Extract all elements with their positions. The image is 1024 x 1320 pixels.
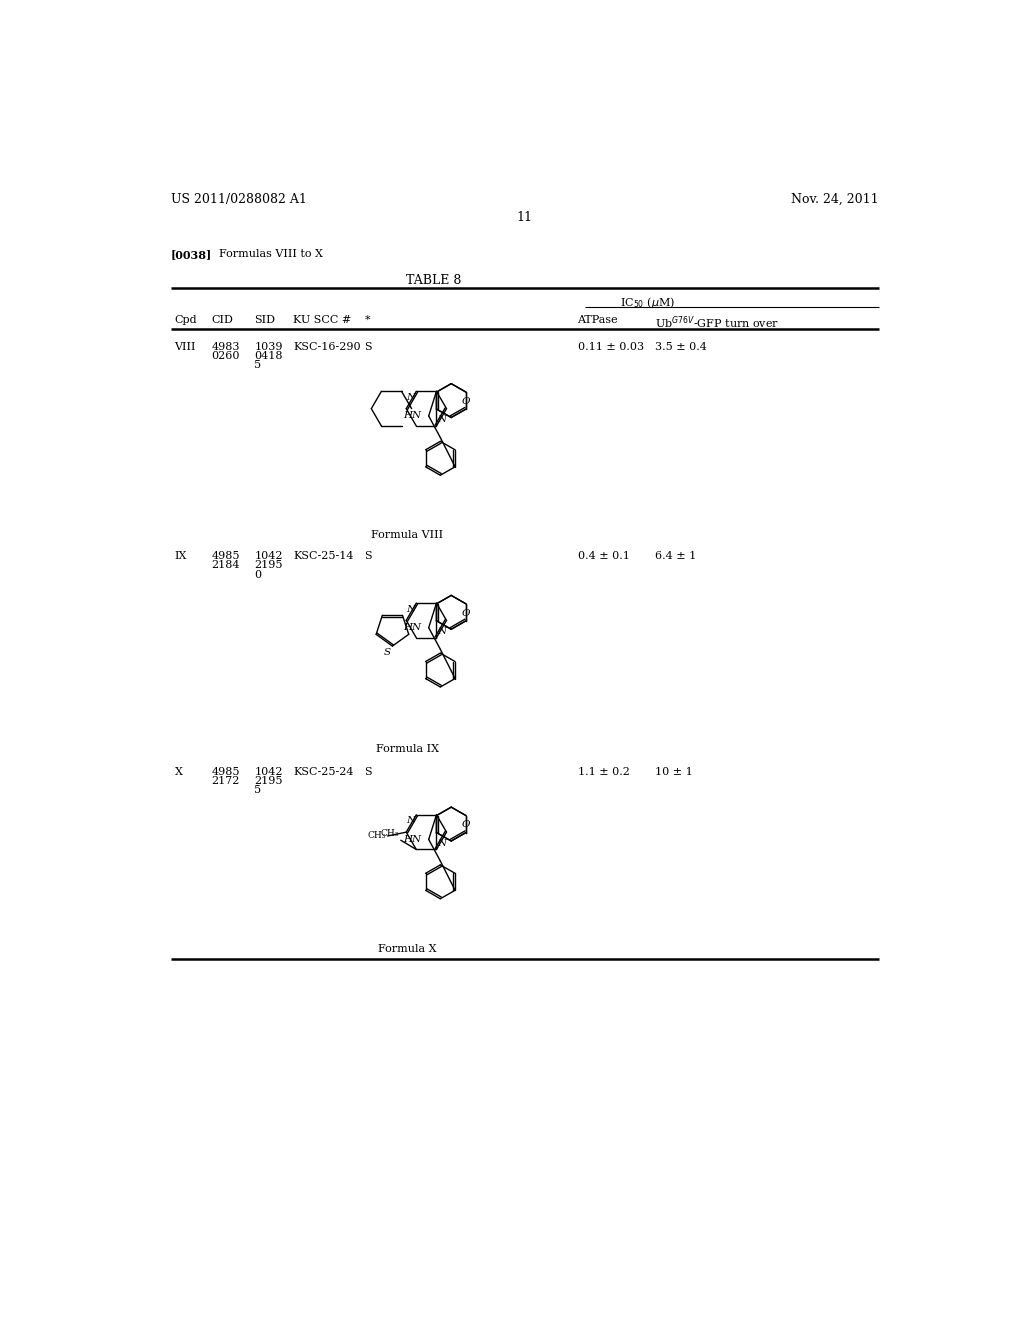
Text: O: O [462, 397, 470, 407]
Text: SID: SID [254, 314, 275, 325]
Text: 2195: 2195 [254, 560, 283, 570]
Text: X: X [174, 767, 182, 776]
Text: N: N [407, 816, 416, 825]
Text: KSC-16-290: KSC-16-290 [293, 342, 360, 351]
Text: CH₃: CH₃ [381, 829, 399, 838]
Text: US 2011/0288082 A1: US 2011/0288082 A1 [171, 193, 306, 206]
Text: ATPase: ATPase [578, 314, 618, 325]
Text: 11: 11 [517, 211, 532, 224]
Text: 3.5 ± 0.4: 3.5 ± 0.4 [655, 342, 707, 351]
Text: 0: 0 [254, 570, 261, 579]
Text: KU SCC #: KU SCC # [293, 314, 351, 325]
Text: 10 ± 1: 10 ± 1 [655, 767, 693, 776]
Text: S: S [365, 552, 372, 561]
Text: KSC-25-14: KSC-25-14 [293, 552, 353, 561]
Text: 4983: 4983 [212, 342, 241, 351]
Text: 5: 5 [254, 785, 261, 795]
Text: [0038]: [0038] [171, 249, 212, 260]
Text: KSC-25-24: KSC-25-24 [293, 767, 353, 776]
Text: N: N [407, 393, 416, 401]
Text: N: N [407, 605, 416, 614]
Text: 0418: 0418 [254, 351, 283, 360]
Text: *: * [365, 314, 370, 325]
Text: IX: IX [174, 552, 186, 561]
Text: S: S [365, 767, 372, 776]
Text: CH₃: CH₃ [368, 832, 386, 841]
Text: Formulas VIII to X: Formulas VIII to X [219, 249, 324, 259]
Text: CID: CID [212, 314, 233, 325]
Text: 2172: 2172 [212, 776, 240, 785]
Text: 4985: 4985 [212, 552, 241, 561]
Text: Formula IX: Formula IX [376, 743, 438, 754]
Text: S: S [384, 648, 391, 657]
Text: Formula VIII: Formula VIII [371, 529, 443, 540]
Text: VIII: VIII [174, 342, 196, 351]
Text: O: O [462, 821, 470, 829]
Text: IC$_{50}$ ($\mu$M): IC$_{50}$ ($\mu$M) [620, 296, 675, 310]
Text: Nov. 24, 2011: Nov. 24, 2011 [792, 193, 879, 206]
Text: TABLE 8: TABLE 8 [407, 275, 462, 286]
Text: 2195: 2195 [254, 776, 283, 785]
Text: 1042: 1042 [254, 767, 283, 776]
Text: Cpd: Cpd [174, 314, 198, 325]
Text: 2184: 2184 [212, 560, 241, 570]
Text: 0.11 ± 0.03: 0.11 ± 0.03 [578, 342, 644, 351]
Text: Formula X: Formula X [378, 944, 436, 954]
Text: HN: HN [402, 836, 421, 843]
Text: 1039: 1039 [254, 342, 283, 351]
Text: S: S [365, 342, 372, 351]
Text: 0260: 0260 [212, 351, 241, 360]
Text: 5: 5 [254, 360, 261, 370]
Text: HN: HN [402, 623, 421, 632]
Text: 1042: 1042 [254, 552, 283, 561]
Text: N: N [437, 627, 446, 636]
Text: 6.4 ± 1: 6.4 ± 1 [655, 552, 696, 561]
Text: 1.1 ± 0.2: 1.1 ± 0.2 [578, 767, 630, 776]
Text: N: N [437, 416, 446, 425]
Text: Ub$^{G76V}$-GFP turn over: Ub$^{G76V}$-GFP turn over [655, 314, 779, 331]
Text: 4985: 4985 [212, 767, 241, 776]
Text: HN: HN [402, 412, 421, 421]
Text: N: N [437, 840, 446, 847]
Text: O: O [462, 609, 470, 618]
Text: 0.4 ± 0.1: 0.4 ± 0.1 [578, 552, 630, 561]
